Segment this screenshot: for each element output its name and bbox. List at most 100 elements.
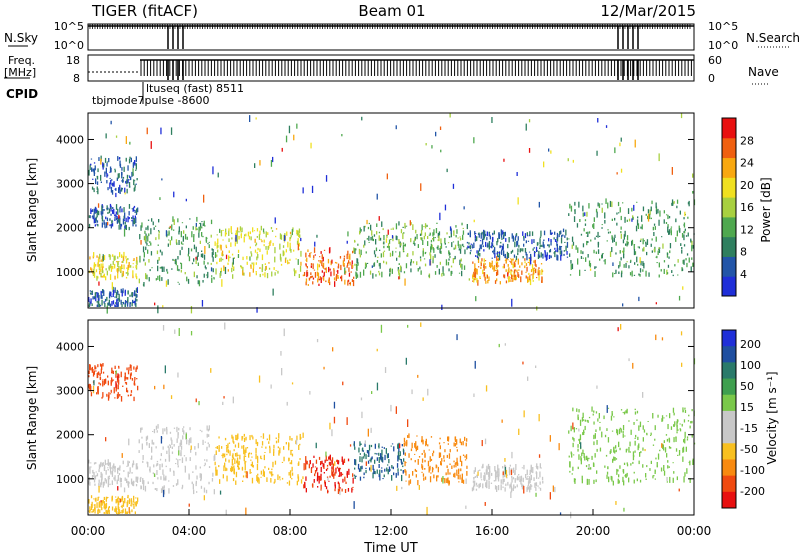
data-cell — [110, 120, 112, 125]
data-cell — [626, 261, 628, 263]
data-cell — [199, 240, 201, 244]
data-cell — [646, 433, 648, 436]
data-cell — [506, 256, 508, 260]
data-cell — [379, 262, 381, 269]
data-cell — [121, 453, 123, 458]
data-cell — [631, 239, 634, 245]
data-cell — [207, 243, 209, 245]
data-cell — [204, 441, 206, 443]
data-cell — [681, 233, 684, 238]
data-cell — [317, 272, 320, 279]
data-cell — [650, 435, 652, 436]
data-cell — [340, 264, 342, 271]
data-cell — [655, 334, 657, 341]
data-cell — [331, 259, 333, 264]
data-cell — [200, 473, 202, 480]
data-cell — [441, 304, 443, 310]
data-cell — [323, 366, 325, 370]
data-cell — [218, 465, 220, 468]
data-cell — [149, 466, 151, 473]
data-cell — [517, 236, 519, 241]
nave-label: Nave — [748, 65, 779, 79]
data-cell — [232, 463, 234, 465]
data-cell — [640, 226, 642, 229]
data-cell — [633, 274, 636, 276]
data-cell — [614, 450, 616, 454]
data-cell — [477, 471, 479, 476]
data-cell — [639, 273, 641, 277]
data-cell — [578, 438, 580, 441]
data-cell — [234, 458, 236, 465]
data-cell — [168, 227, 170, 229]
data-cell — [127, 297, 129, 303]
data-cell — [211, 248, 213, 251]
data-cell — [254, 249, 257, 253]
data-cell — [120, 224, 123, 227]
data-cell — [476, 255, 479, 258]
data-cell — [511, 280, 513, 282]
data-cell — [588, 465, 590, 468]
data-cell — [100, 368, 102, 374]
data-cell — [155, 465, 158, 467]
data-cell — [430, 254, 432, 260]
data-cell — [440, 243, 443, 249]
data-cell — [483, 472, 486, 475]
data-cell — [419, 256, 422, 259]
data-cell — [401, 486, 403, 490]
data-cell — [535, 492, 537, 497]
data-cell — [89, 290, 91, 292]
data-cell — [268, 467, 270, 470]
data-cell — [228, 238, 230, 242]
data-cell — [478, 483, 480, 489]
data-cell — [388, 246, 390, 251]
data-cell — [117, 467, 119, 474]
data-cell — [116, 177, 118, 181]
data-cell — [319, 475, 321, 481]
data-cell — [159, 267, 161, 269]
data-cell — [559, 245, 561, 251]
data-cell — [490, 245, 492, 248]
data-cell — [616, 468, 618, 475]
data-cell — [117, 496, 119, 499]
data-cell — [474, 272, 476, 278]
data-cell — [212, 166, 214, 175]
data-cell — [667, 424, 669, 430]
data-cell — [225, 509, 227, 516]
data-cell — [684, 472, 686, 477]
data-cell — [496, 261, 499, 268]
data-cell — [549, 435, 551, 442]
data-cell — [96, 175, 99, 180]
data-cell — [516, 269, 518, 273]
data-cell — [319, 260, 321, 264]
data-cell — [561, 235, 563, 238]
data-cell — [522, 484, 524, 487]
data-cell — [222, 239, 224, 241]
data-cell — [129, 499, 131, 504]
data-cell — [372, 472, 374, 479]
data-cell — [121, 180, 123, 182]
data-cell — [219, 228, 221, 233]
data-cell — [528, 148, 531, 153]
data-cell — [689, 425, 691, 429]
data-cell — [223, 265, 225, 271]
data-cell — [372, 273, 374, 279]
data-cell — [400, 469, 402, 471]
data-cell — [235, 230, 237, 236]
data-cell — [387, 229, 389, 235]
data-cell — [106, 217, 109, 222]
data-cell — [137, 497, 139, 502]
data-cell — [458, 469, 460, 475]
data-cell — [503, 274, 506, 279]
data-cell — [218, 449, 220, 452]
data-cell — [131, 219, 133, 222]
data-cell — [420, 322, 422, 327]
data-cell — [447, 242, 450, 244]
data-cell — [361, 465, 363, 470]
data-cell — [462, 230, 465, 235]
data-cell — [457, 240, 459, 247]
data-cell — [648, 272, 650, 277]
data-cell — [325, 451, 327, 457]
data-cell — [533, 239, 535, 243]
data-cell — [621, 250, 624, 253]
data-cell — [580, 460, 582, 465]
